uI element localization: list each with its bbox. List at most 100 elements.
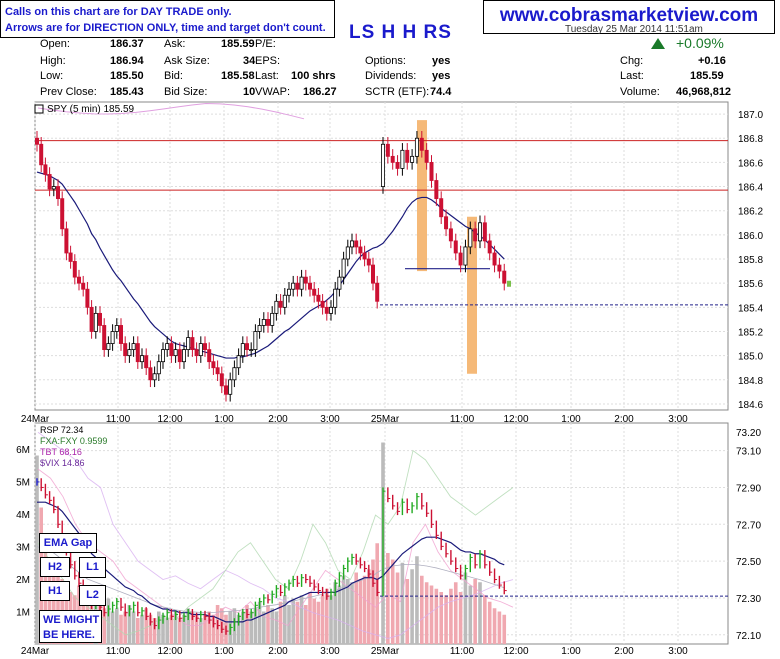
tbt-label: TBT 68.16: [40, 447, 82, 457]
candle-body: [110, 331, 115, 344]
volume-bar: [190, 611, 195, 644]
volume-bar: [106, 598, 111, 644]
candle-body: [375, 282, 380, 302]
prev-close-value: 185.43: [110, 86, 144, 98]
price-yticks: 184.6 184.8 185.0 185.2 185.4 185.6 185.8 186.0…: [738, 110, 763, 411]
candle-body: [366, 258, 371, 266]
volume-bar: [110, 611, 115, 644]
volume-xtick-label: 2:00: [268, 646, 288, 657]
volume-bar: [119, 614, 123, 644]
volume-xtick-label: 12:00: [157, 646, 182, 657]
candle-body: [43, 164, 48, 175]
rsp-ytick-right: 73.10: [736, 447, 761, 458]
price-lines: [35, 102, 728, 359]
candle-body: [85, 288, 90, 308]
volume-bar: [274, 611, 279, 644]
volume-bar: [178, 618, 182, 644]
candle-body: [60, 198, 65, 230]
open-value: 186.37: [110, 38, 144, 50]
volume-bar: [245, 605, 249, 644]
volume-xticks: 24Mar 11:00 12:00 1:00 2:00 3:00 25Mar 11:00 12:…: [21, 646, 688, 657]
candle-body: [190, 337, 195, 351]
last-size-value: 100 shrs: [291, 70, 336, 82]
volume-bar: [415, 556, 419, 644]
candle-body: [307, 282, 312, 290]
price-candles: [35, 130, 511, 402]
pct-change: +0.09%: [676, 35, 724, 51]
dividends-label: Dividends:: [365, 70, 417, 82]
rsp-ytick-right: 72.30: [736, 594, 761, 605]
price-xtick-label: 11:00: [106, 414, 131, 425]
candle-body: [502, 270, 507, 284]
volume-bar: [127, 605, 132, 644]
rsp-label: RSP 72.34: [40, 425, 83, 435]
candle-body: [135, 343, 140, 363]
volume-bar: [502, 614, 507, 644]
volume-bar: [341, 575, 346, 644]
last-price-marker: [507, 280, 511, 287]
candle-body: [148, 367, 153, 381]
chart-title: LS H H RS: [349, 22, 452, 43]
candle-body: [453, 240, 458, 254]
candle-body: [211, 361, 216, 369]
notice-line-1: Calls on this chart are for DAY TRADE on…: [5, 6, 232, 18]
price-ytick-label: 185.6: [738, 279, 763, 290]
candle-body: [270, 312, 275, 326]
price-ytick-label: 185.8: [738, 255, 763, 266]
l2-label: L2: [86, 589, 99, 601]
candle-body: [102, 325, 107, 351]
volume-bar: [291, 598, 295, 644]
candle-body: [156, 361, 161, 375]
volume-bar: [173, 611, 178, 644]
candle-body: [349, 240, 354, 248]
candle-body: [477, 222, 482, 242]
price-xtick-label: 1:00: [214, 414, 234, 425]
candle-body: [202, 343, 207, 351]
candle-body: [219, 373, 224, 387]
candle-body: [316, 294, 321, 302]
volume-bar: [131, 611, 136, 644]
pe-label: P/E:: [255, 38, 276, 50]
candle-body: [93, 312, 98, 332]
candle-body: [228, 379, 233, 395]
candle-body: [390, 155, 395, 163]
volume-bar: [371, 559, 375, 644]
candle-body: [429, 161, 434, 181]
volume-bar: [304, 605, 308, 644]
open-label: Open:: [40, 38, 70, 50]
notice-box: Calls on this chart are for DAY TRADE on…: [0, 0, 335, 38]
candle-body: [328, 306, 333, 314]
candle-body: [47, 174, 52, 190]
volume-bar: [270, 608, 274, 644]
might-line-2: BE HERE.: [43, 629, 95, 641]
volume-ytick-left: 2M: [16, 575, 30, 586]
volume-bar: [161, 614, 165, 644]
volume-xtick-label: 1:00: [214, 646, 234, 657]
candle-body: [253, 331, 258, 351]
options-label: Options:: [365, 55, 406, 67]
volume-yticks: 1M 2M 3M 4M 5M 6M 72.10 72.30 72.50 72.70 72.90 73.…: [16, 428, 761, 642]
volume-xtick-label: 11:00: [450, 646, 475, 657]
volume-bar: [463, 572, 468, 644]
candle-body: [448, 228, 453, 242]
volume-bar: [468, 585, 473, 644]
volume-bar: [429, 585, 434, 644]
price-ytick-label: 186.4: [738, 183, 763, 194]
l2-box: L2: [79, 585, 106, 606]
volume-bar: [47, 562, 52, 644]
candle-body: [215, 367, 220, 375]
candle-body: [119, 325, 124, 344]
candle-body: [333, 288, 338, 308]
volume-ytick-left: 6M: [16, 445, 30, 456]
candle-body: [236, 355, 241, 369]
volume-bar: [420, 575, 424, 644]
chg-value: +0.16: [698, 55, 726, 67]
volume-xtick-label: 3:00: [320, 646, 340, 657]
vwap-label: VWAP:: [255, 86, 291, 98]
candle-body: [181, 349, 186, 363]
fxa-label: FXA:FXY 0.9599: [40, 436, 107, 446]
volume-bar: [169, 614, 174, 644]
candle-body: [186, 337, 191, 351]
price-xtick-label: 2:00: [268, 414, 288, 425]
